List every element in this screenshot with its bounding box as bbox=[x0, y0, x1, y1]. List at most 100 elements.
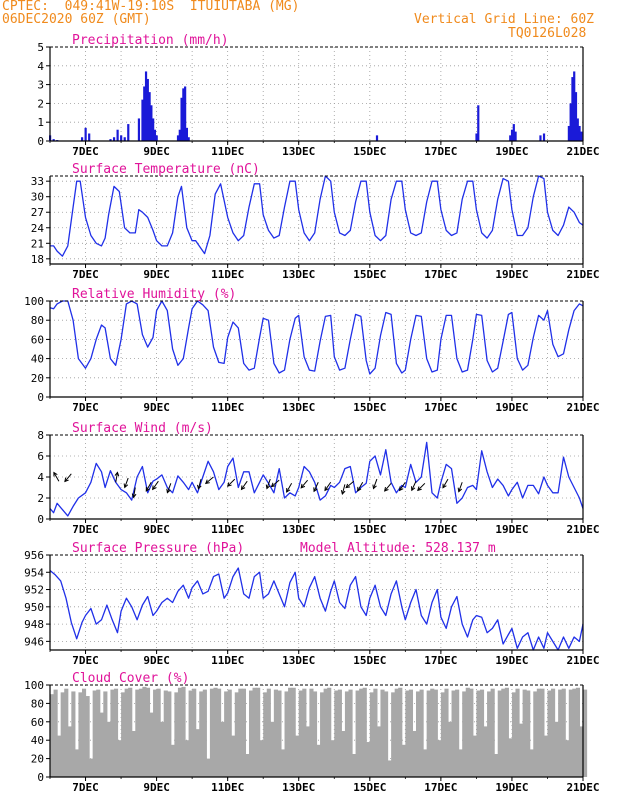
cloud-bar bbox=[259, 740, 264, 777]
precip-bar bbox=[120, 135, 123, 141]
cloud-bar bbox=[490, 688, 495, 777]
cloud-bar bbox=[217, 688, 222, 777]
cloud-bar bbox=[135, 689, 140, 777]
panel-title: Relative Humidity (%) bbox=[72, 287, 236, 302]
precip-bar bbox=[141, 99, 144, 141]
cloud-bar bbox=[117, 740, 122, 777]
wind-arrow bbox=[324, 481, 332, 491]
cloud-bar bbox=[163, 690, 168, 777]
precip-bar bbox=[574, 92, 578, 141]
cloud-bar bbox=[270, 721, 275, 777]
x-tick-label: 11DEC bbox=[211, 523, 244, 536]
cloud-bar bbox=[277, 690, 282, 777]
cloud-bar bbox=[192, 688, 197, 777]
precip-bar bbox=[182, 88, 185, 141]
cloud-bar bbox=[497, 690, 502, 777]
wind-arrow bbox=[205, 476, 214, 484]
x-tick-label: 21DEC bbox=[566, 145, 599, 158]
panel-2: 0 20 40 60 80 100 7DEC 9DEC 11DEC 13DEC 15DEC 17DEC… bbox=[24, 287, 599, 414]
x-tick-label: 15DEC bbox=[353, 268, 386, 281]
x-tick-label: 13DEC bbox=[282, 654, 315, 667]
x-tick-label: 19DEC bbox=[495, 145, 528, 158]
precip-bar bbox=[155, 135, 158, 141]
wind-arrow-head bbox=[417, 486, 422, 492]
cloud-bar bbox=[572, 688, 577, 777]
cloud-bar bbox=[501, 688, 506, 777]
cloud-bar bbox=[359, 688, 364, 777]
cloud-bar bbox=[430, 688, 435, 777]
wind-arrow bbox=[53, 472, 60, 482]
precip-bar bbox=[180, 97, 183, 141]
wind-arrow-head bbox=[123, 483, 129, 489]
panel-title: Cloud Cover (%) bbox=[72, 671, 189, 686]
cloud-bar bbox=[405, 690, 410, 777]
cloud-bar bbox=[202, 689, 207, 777]
precip-bar bbox=[84, 127, 87, 141]
cloud-bar bbox=[291, 687, 296, 777]
panel-1: 18 21 24 27 30 33 7DEC 9DEC 11DEC 13DEC 15DEC 17DEC… bbox=[31, 162, 600, 281]
wind-arrow bbox=[64, 473, 72, 482]
precip-bar bbox=[509, 135, 512, 141]
wind-arrow-head bbox=[166, 488, 171, 494]
cloud-bar bbox=[462, 691, 467, 777]
cloud-bar bbox=[504, 687, 509, 777]
cloud-bar bbox=[526, 690, 531, 777]
x-tick-label: 17DEC bbox=[424, 654, 457, 667]
precip-bar bbox=[571, 77, 574, 141]
precip-bar bbox=[109, 139, 112, 141]
cloud-bar bbox=[149, 712, 154, 777]
precip-bar bbox=[578, 125, 581, 141]
cloud-bar bbox=[231, 735, 236, 777]
y-tick-label: 0 bbox=[37, 771, 44, 784]
y-tick-label: 952 bbox=[24, 584, 44, 597]
cloud-bar bbox=[96, 689, 101, 777]
wind-arrow bbox=[241, 480, 248, 490]
cloud-bar bbox=[273, 689, 278, 777]
x-tick-label: 15DEC bbox=[353, 523, 386, 536]
wind-arrow-head bbox=[398, 486, 404, 492]
y-tick-label: 948 bbox=[24, 618, 44, 631]
x-tick-label: 21DEC bbox=[566, 401, 599, 414]
cloud-bar bbox=[568, 689, 573, 777]
y-tick-label: 950 bbox=[24, 601, 44, 614]
wind-arrow bbox=[286, 483, 293, 493]
cloud-bar bbox=[256, 687, 261, 777]
cloud-bar bbox=[476, 690, 481, 777]
x-tick-label: 13DEC bbox=[282, 523, 315, 536]
cloud-bar bbox=[348, 689, 353, 777]
precip-bar bbox=[137, 118, 141, 141]
x-tick-label: 15DEC bbox=[353, 145, 386, 158]
cloud-bar bbox=[142, 686, 147, 777]
cloud-bar bbox=[543, 735, 549, 777]
x-tick-label: 9DEC bbox=[143, 268, 170, 281]
precip-bar bbox=[116, 129, 119, 141]
cloud-bar bbox=[561, 688, 566, 777]
cloud-bar bbox=[508, 738, 513, 777]
cloud-bar bbox=[455, 689, 460, 777]
x-tick-label: 15DEC bbox=[353, 401, 386, 414]
panel-title: Surface Temperature (nC) bbox=[72, 162, 260, 177]
cloud-bar bbox=[320, 692, 325, 777]
x-tick-label: 13DEC bbox=[282, 268, 315, 281]
cloud-bar bbox=[81, 688, 87, 777]
cloud-bar bbox=[412, 731, 417, 777]
cloud-bar bbox=[540, 688, 545, 777]
x-tick-label: 9DEC bbox=[143, 781, 170, 794]
cloud-bar bbox=[352, 754, 357, 777]
wind-arrow bbox=[227, 478, 236, 487]
cloud-bar bbox=[288, 687, 293, 777]
cloud-bar bbox=[71, 691, 76, 777]
cloud-bar bbox=[167, 691, 172, 777]
x-tick-label: 7DEC bbox=[72, 781, 99, 794]
cloud-bar bbox=[483, 726, 488, 777]
y-tick-label: 0 bbox=[37, 135, 44, 148]
cloud-bar bbox=[170, 744, 175, 777]
precip-bar bbox=[187, 137, 190, 141]
precip-bar bbox=[580, 131, 583, 141]
wind-arrow-head bbox=[204, 479, 210, 485]
wind-arrow bbox=[271, 479, 280, 487]
cloud-bar bbox=[419, 689, 424, 777]
cloud-bar bbox=[238, 688, 243, 777]
cloud-bar bbox=[78, 692, 83, 777]
wind-arrow-head bbox=[372, 484, 377, 490]
